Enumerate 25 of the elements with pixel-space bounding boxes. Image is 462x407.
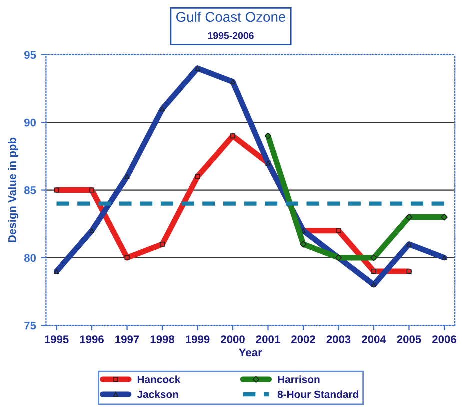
- legend-label: 8-Hour Standard: [278, 390, 358, 398]
- chart-subtitle: 1995-2006: [208, 32, 254, 40]
- y-tick-label: 75: [24, 322, 36, 330]
- x-tick-label: 1997: [116, 336, 140, 344]
- x-tick-label: 2001: [256, 336, 280, 344]
- x-tick-label: 2000: [221, 336, 245, 344]
- x-tick-label: 1995: [45, 336, 69, 344]
- x-axis-title: Year: [239, 348, 262, 357]
- y-tick-label: 85: [24, 186, 36, 194]
- x-tick-label: 2005: [397, 336, 422, 344]
- x-tick-label: 2006: [432, 336, 456, 344]
- x-tick-label: 1999: [186, 336, 210, 344]
- legend-label: Jackson: [137, 390, 178, 398]
- x-tick-label: 2004: [362, 336, 386, 344]
- y-tick-label: 80: [24, 254, 36, 262]
- x-tick-label: 1996: [80, 336, 104, 344]
- x-tick-label: 2002: [292, 336, 316, 344]
- y-tick-label: 95: [24, 51, 36, 60]
- chart-title: Gulf Coast Ozone: [176, 12, 286, 22]
- legend-label: Harrison: [278, 376, 320, 384]
- legend-label: Hancock: [138, 376, 181, 384]
- y-axis-title: Design Value in ppb: [8, 138, 19, 242]
- y-tick-label: 90: [24, 118, 36, 127]
- x-tick-label: 2003: [326, 336, 351, 344]
- x-tick-label: 1998: [150, 336, 175, 344]
